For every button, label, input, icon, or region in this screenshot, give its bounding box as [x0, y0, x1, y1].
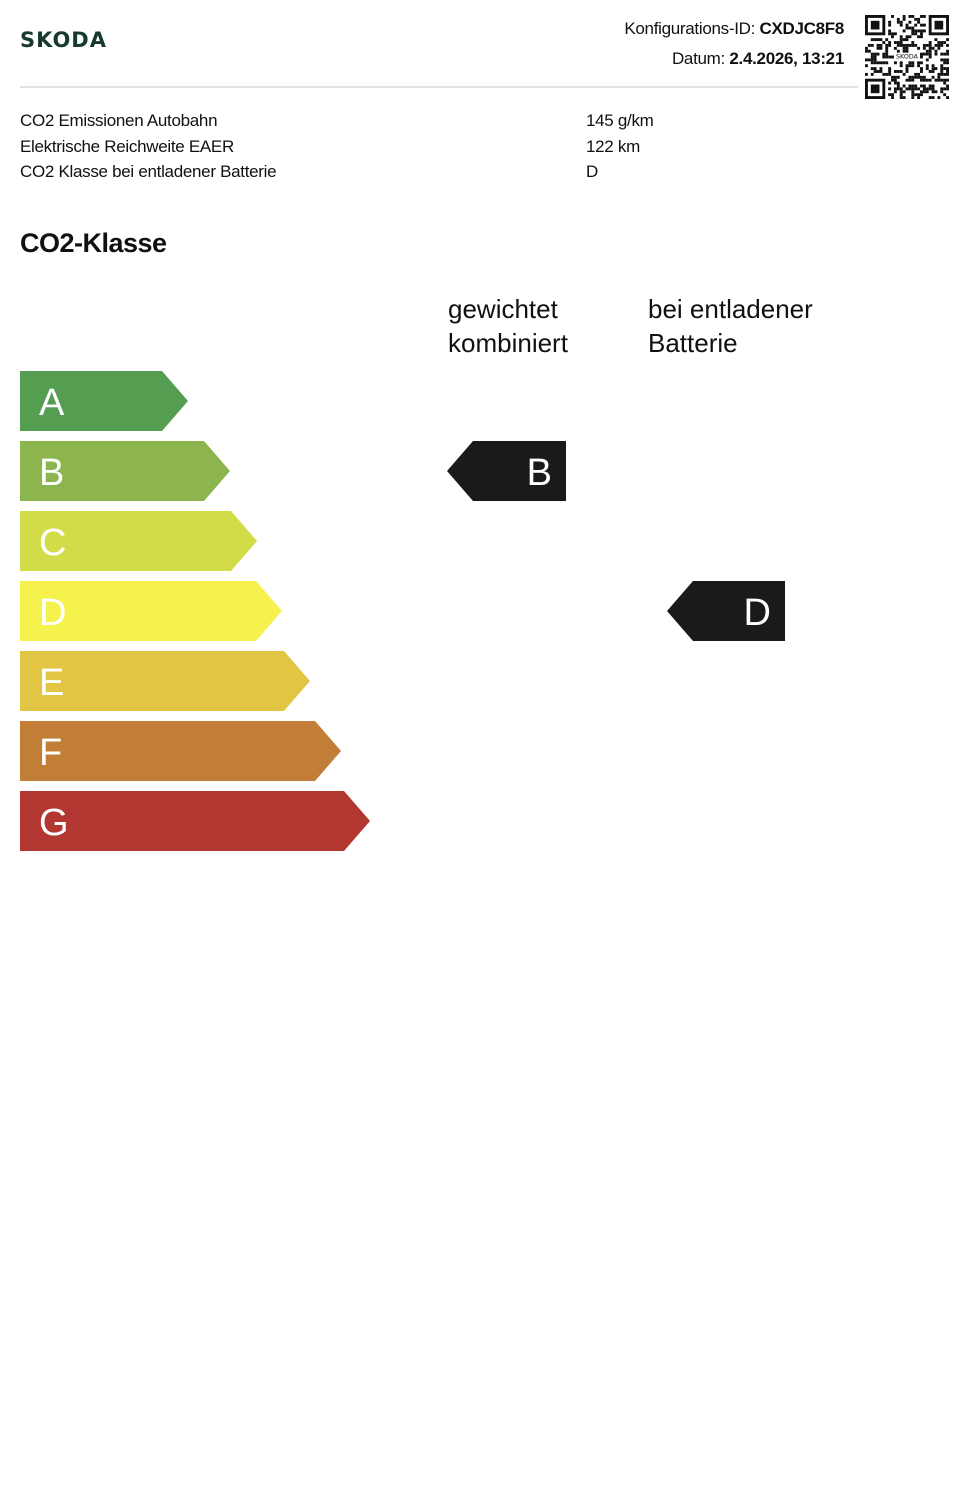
class-marker-D [667, 581, 785, 641]
qr-code-icon: SKODA [865, 15, 949, 99]
spec-value: D [586, 162, 598, 181]
marker-label: B [527, 452, 552, 494]
class-label: G [39, 802, 69, 844]
spec-row: Elektrische Reichweite EAER 122 km [20, 134, 654, 160]
class-label: A [39, 382, 65, 424]
class-bar-A [20, 371, 188, 431]
date-label: Datum: [671, 49, 725, 68]
class-label: E [39, 662, 64, 704]
discharged-header: bei entladener Batterie [648, 292, 813, 360]
header-line: gewichtet [448, 294, 558, 324]
spec-label: CO2 Emissionen Autobahn [20, 111, 218, 130]
divider [20, 86, 858, 88]
class-label: B [39, 452, 64, 494]
class-bar-E [20, 651, 310, 711]
class-label: C [39, 522, 66, 564]
class-bar-G [20, 791, 370, 851]
class-marker-B [447, 441, 566, 501]
spec-value: 145 g/km [586, 111, 654, 130]
spec-label: Elektrische Reichweite EAER [20, 136, 234, 156]
class-bar-F [20, 721, 341, 781]
class-bar-B [20, 441, 230, 501]
class-label: D [39, 592, 66, 634]
header-line: Batterie [648, 328, 738, 358]
co2-class-title: CO2-Klasse [20, 228, 167, 258]
date-value: 2.4.2026, 13:21 [729, 49, 844, 68]
config-meta: Konfigurations-ID: CXDJC8F8 Datum: 2.4.2… [624, 14, 844, 74]
class-bar-D [20, 581, 282, 641]
svg-text:SKODA: SKODA [896, 52, 919, 60]
spec-table: CO2 Emissionen Autobahn 145 g/km Elektris… [20, 108, 654, 185]
skoda-logo: SKODA [20, 28, 107, 52]
header-line: kombiniert [448, 328, 568, 358]
spec-row: CO2 Klasse bei entladener Batterie D [20, 159, 654, 185]
marker-label: D [744, 592, 771, 634]
class-bar-C [20, 511, 257, 571]
config-id: CXDJC8F8 [759, 19, 844, 38]
class-label: F [39, 732, 62, 774]
header-line: bei entladener [648, 294, 813, 324]
weighted-header: gewichtet kombiniert [448, 292, 568, 360]
config-id-label: Konfigurations-ID: [624, 19, 756, 38]
spec-value: 122 km [586, 136, 640, 156]
spec-row: CO2 Emissionen Autobahn 145 g/km [20, 108, 654, 134]
spec-label: CO2 Klasse bei entladener Batterie [20, 162, 277, 181]
